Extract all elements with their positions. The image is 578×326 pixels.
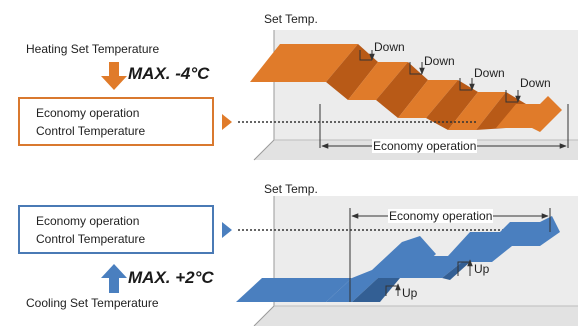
heating-step-label: Down <box>520 76 551 90</box>
cooling-span-label: Economy operation <box>388 209 494 223</box>
heating-step-markers <box>359 50 521 103</box>
cooling-box-line1: Economy operation <box>36 214 140 228</box>
cooling-max-label: MAX. +2°C <box>128 268 214 287</box>
heating-max-label: MAX. -4°C <box>128 64 210 83</box>
cooling-axis-label: Set Temp. <box>264 182 318 196</box>
heating-box-line1: Economy operation <box>36 106 140 120</box>
heating-step-label: Down <box>424 54 455 68</box>
heating-step-label: Down <box>374 40 405 54</box>
heating-dotted-guide <box>222 114 478 130</box>
cooling-box-line2: Control Temperature <box>36 232 146 246</box>
heating-axis-label: Set Temp. <box>264 12 318 26</box>
cooling-step-label: Up <box>402 286 418 300</box>
cooling-economy-box: Economy operation Control Temperature <box>18 205 214 254</box>
heating-span-label: Economy operation <box>372 139 478 153</box>
down-arrow-icon <box>101 62 127 90</box>
heating-step-label: Down <box>474 66 505 80</box>
cooling-step-markers <box>385 259 473 296</box>
cooling-staircase <box>236 216 560 302</box>
cooling-set-temperature-label: Cooling Set Temperature <box>26 296 159 310</box>
cooling-dotted-guide <box>222 222 540 238</box>
heating-economy-box: Economy operation Control Temperature <box>18 97 214 146</box>
up-arrow-icon <box>101 264 127 293</box>
heating-staircase <box>250 44 562 132</box>
heating-box-line2: Control Temperature <box>36 124 146 138</box>
cooling-step-label: Up <box>474 262 490 276</box>
heating-set-temperature-label: Heating Set Temperature <box>26 42 160 56</box>
